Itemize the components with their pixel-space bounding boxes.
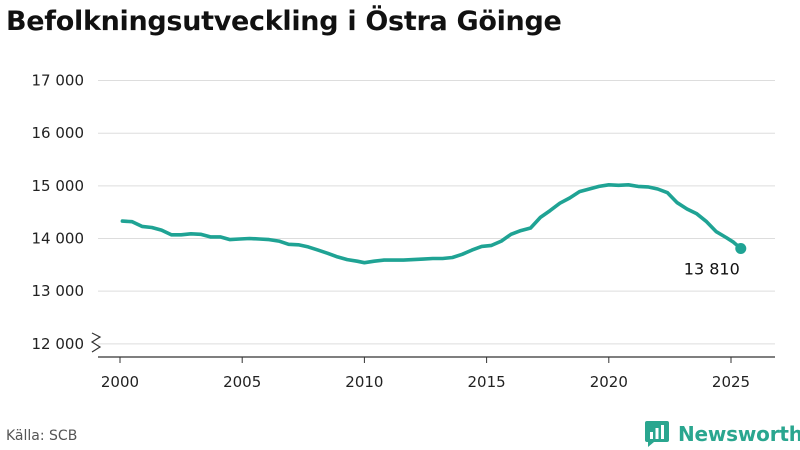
x-axis: 2000 2005 2010 2015 2020 2025 (90, 332, 775, 391)
end-value-label: 13 810 (684, 260, 740, 279)
x-tick-label: 2015 (468, 373, 506, 391)
y-tick-label: 16 000 (32, 124, 85, 142)
gridlines (98, 80, 775, 345)
y-tick-label: 17 000 (32, 72, 85, 90)
y-tick-label: 12 000 (32, 335, 85, 353)
line-chart: 12 000 13 000 14 000 15 000 16 000 17 000 200… (32, 72, 775, 391)
x-tick-label: 2020 (590, 373, 628, 391)
x-tick-label: 2005 (223, 373, 261, 391)
x-tick-label: 2010 (345, 373, 383, 391)
y-tick-label: 13 000 (32, 282, 85, 300)
series-line (120, 183, 743, 265)
chart-title: Befolkningsutveckling i Östra Göinge (6, 6, 562, 37)
end-marker-group: 13 810 (684, 243, 747, 279)
series-group (120, 183, 743, 265)
y-axis-ticks: 12 000 13 000 14 000 15 000 16 000 17 000 (32, 72, 85, 353)
source-note: Källa: SCB (6, 428, 78, 444)
x-tick-label: 2025 (712, 373, 750, 391)
axis-break-icon (90, 332, 102, 353)
y-tick-label: 15 000 (32, 177, 85, 195)
x-tick-label: 2000 (101, 373, 139, 391)
newsworthy-logo-icon (645, 421, 669, 447)
y-tick-label: 14 000 (32, 230, 85, 248)
brand-logo[interactable]: Newsworthy (644, 419, 800, 449)
end-point-marker (735, 243, 747, 255)
brand-name: Newsworthy (678, 422, 800, 446)
